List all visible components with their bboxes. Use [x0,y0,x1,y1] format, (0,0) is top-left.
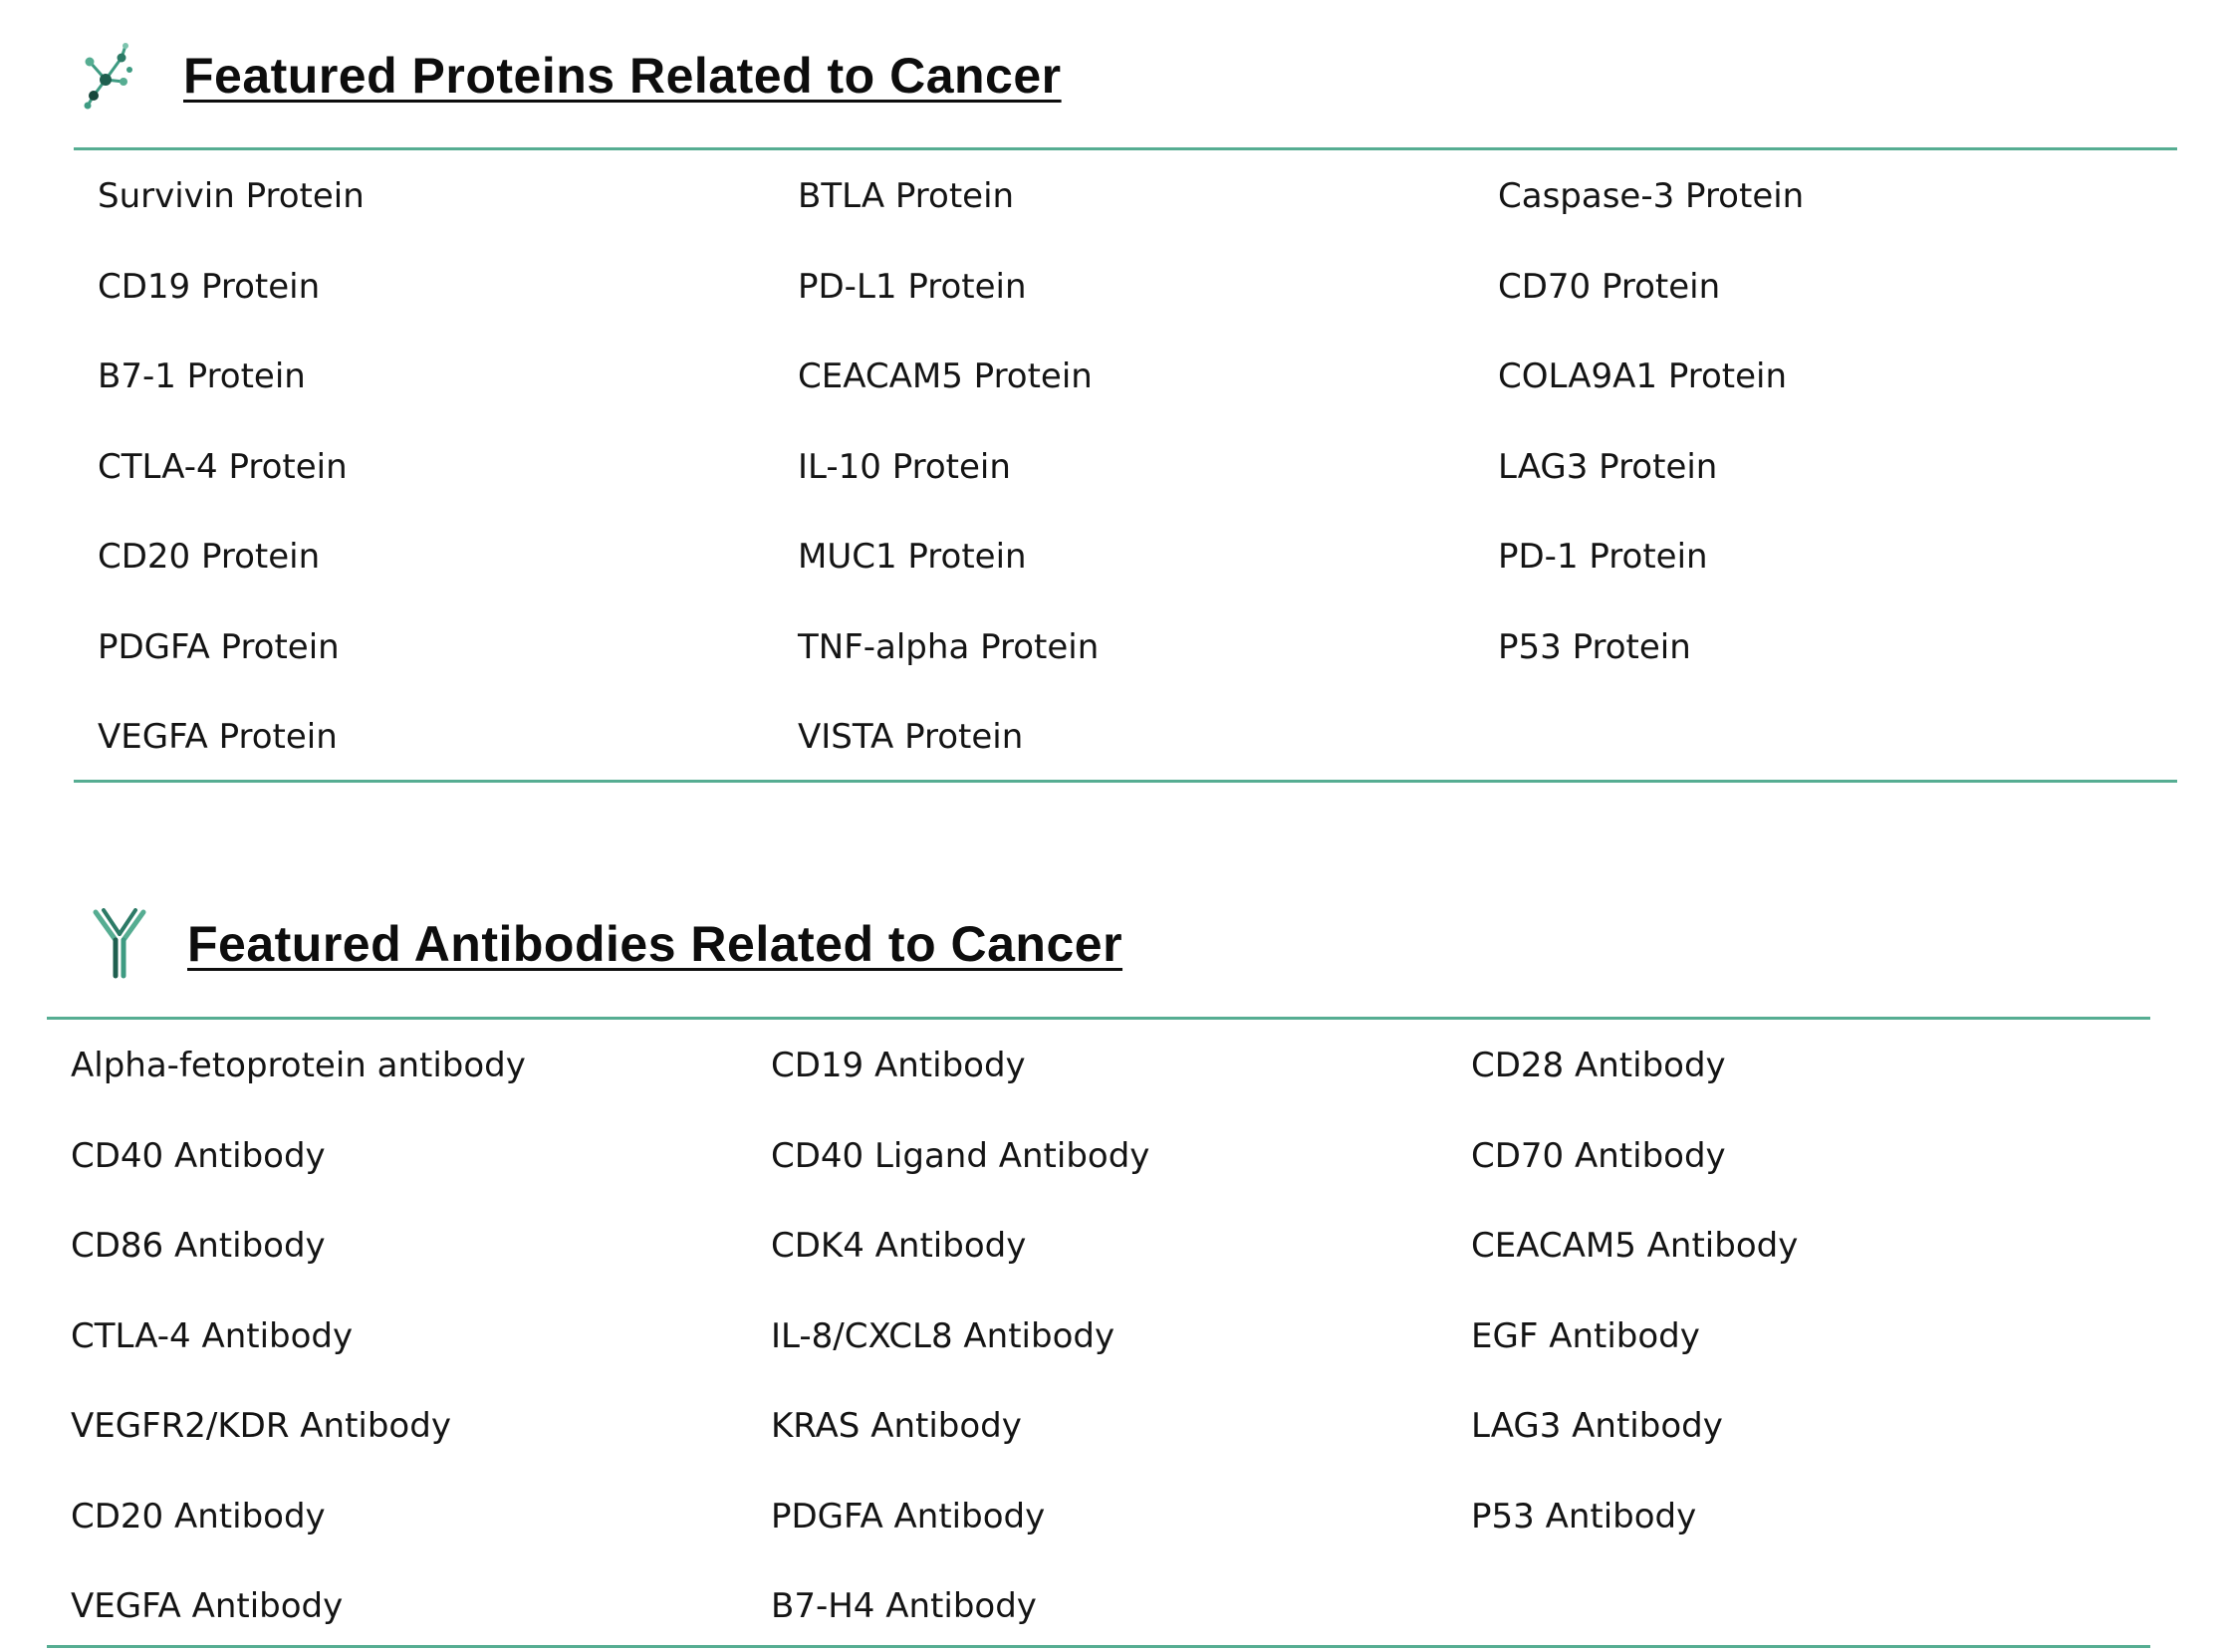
page-title: Featured Proteins Related to Cancer [183,48,1062,104]
list-item[interactable]: P53 Antibody [1471,1496,1697,1536]
list-item[interactable]: CD40 Antibody [71,1135,326,1176]
list-item[interactable]: PD-1 Protein [1498,537,1708,577]
list-item[interactable]: COLA9A1 Protein [1498,356,1787,396]
list-item[interactable]: CTLA-4 Protein [98,446,348,487]
list-item[interactable]: LAG3 Protein [1498,446,1718,487]
list-item[interactable]: VEGFR2/KDR Antibody [71,1406,451,1446]
divider-bottom [74,780,2177,783]
list-item[interactable]: B7-1 Protein [98,356,306,396]
list-item[interactable]: LAG3 Antibody [1471,1406,1723,1446]
divider-bottom [47,1645,2150,1648]
list-item[interactable]: CD19 Antibody [771,1046,1026,1085]
molecule-network-icon [78,40,141,112]
antibody-y-icon [90,908,149,980]
list-item[interactable]: VISTA Protein [798,717,1024,757]
list-item[interactable]: EGF Antibody [1471,1315,1700,1356]
list-item[interactable]: Survivin Protein [98,176,365,216]
list-item[interactable]: CD86 Antibody [71,1226,326,1266]
list-item[interactable]: IL-8/CXCL8 Antibody [771,1315,1115,1356]
list-item[interactable]: CEACAM5 Antibody [1471,1226,1799,1266]
list-item[interactable]: B7-H4 Antibody [771,1586,1037,1626]
list-item[interactable]: CEACAM5 Protein [798,356,1093,396]
antibodies-heading: Featured Antibodies Related to Cancer [90,908,1122,980]
list-item[interactable]: CTLA-4 Antibody [71,1315,354,1356]
antibodies-section: Featured Antibodies Related to Cancer Al… [0,866,2223,1648]
list-item[interactable]: IL-10 Protein [798,446,1011,487]
proteins-section: Featured Proteins Related to Cancer Surv… [0,0,2223,797]
proteins-grid: Survivin Protein BTLA Protein Caspase-3 … [98,151,2198,783]
list-item[interactable]: PDGFA Protein [98,626,340,667]
list-item[interactable]: CDK4 Antibody [771,1226,1027,1266]
list-item[interactable]: VEGFA Antibody [71,1586,344,1626]
antibodies-grid: Alpha-fetoprotein antibody CD19 Antibody… [71,1021,2171,1652]
list-item[interactable]: CD70 Protein [1498,266,1721,307]
list-item[interactable]: CD40 Ligand Antibody [771,1135,1150,1176]
list-item[interactable]: MUC1 Protein [798,537,1027,577]
list-item[interactable]: CD19 Protein [98,266,321,307]
list-item[interactable]: VEGFA Protein [98,717,338,757]
list-item[interactable]: PD-L1 Protein [798,266,1027,307]
section-title: Featured Antibodies Related to Cancer [187,916,1123,972]
list-item[interactable]: CD28 Antibody [1471,1046,1726,1085]
list-item[interactable]: PDGFA Antibody [771,1496,1046,1536]
empty-cell [1471,1561,2171,1652]
proteins-heading: Featured Proteins Related to Cancer [78,40,1062,112]
list-item[interactable]: Alpha-fetoprotein antibody [71,1046,526,1085]
list-item[interactable]: CD20 Antibody [71,1496,326,1536]
list-item[interactable]: Caspase-3 Protein [1498,176,1805,216]
list-item[interactable]: KRAS Antibody [771,1406,1022,1446]
list-item[interactable]: BTLA Protein [798,176,1015,216]
divider-top [74,147,2177,150]
empty-cell [1498,692,2198,783]
list-item[interactable]: TNF-alpha Protein [798,626,1100,667]
divider-top [47,1017,2150,1020]
list-item[interactable]: P53 Protein [1498,626,1691,667]
list-item[interactable]: CD70 Antibody [1471,1135,1726,1176]
list-item[interactable]: CD20 Protein [98,537,321,577]
